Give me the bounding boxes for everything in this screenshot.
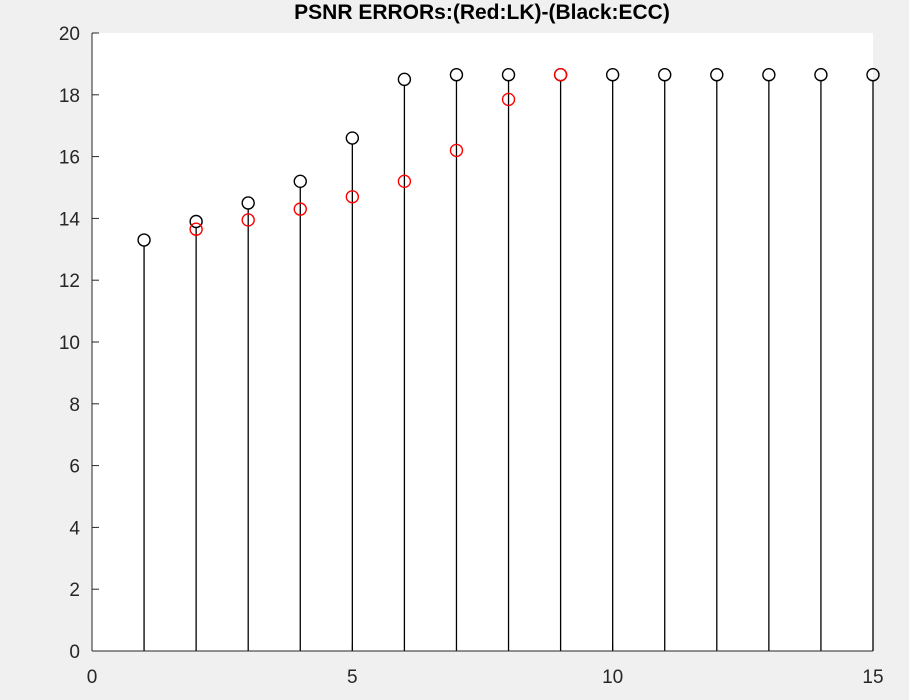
data-point-marker — [762, 68, 776, 82]
data-point-marker — [397, 174, 412, 189]
plot-area — [92, 33, 873, 651]
y-tick-label: 20 — [59, 24, 80, 45]
stem-lines — [143, 80, 874, 651]
data-point-marker — [137, 233, 151, 247]
x-tick-label: 0 — [87, 667, 98, 688]
y-tick-label: 6 — [69, 457, 80, 478]
data-point-marker — [397, 72, 412, 87]
y-tick-label: 14 — [59, 209, 81, 230]
data-point-marker — [605, 68, 620, 82]
x-tick-label: 5 — [347, 667, 358, 688]
data-point-marker — [866, 68, 880, 82]
axis-ticks: 0 2 4 6 8 10 12 14 16 18 20 0 5 10 15 — [59, 24, 884, 688]
y-tick-label: 18 — [59, 86, 80, 107]
data-point-marker — [293, 202, 307, 216]
x-tick-label: 10 — [602, 667, 623, 688]
data-point-marker — [501, 68, 516, 82]
y-tick-label: 0 — [69, 642, 80, 663]
data-point-marker — [189, 222, 203, 236]
data-point-marker — [501, 92, 516, 107]
data-point-marker — [449, 68, 464, 82]
axes — [91, 33, 873, 652]
data-point-marker — [710, 68, 724, 82]
chart-title: PSNR ERRORs:(Red:LK)-(Black:ECC) — [294, 1, 670, 24]
data-point-marker — [241, 213, 255, 227]
y-tick-label: 12 — [59, 271, 80, 292]
y-tick-label: 10 — [59, 333, 80, 354]
y-tick-label: 4 — [69, 518, 80, 539]
data-point-marker — [553, 68, 568, 82]
y-tick-label: 8 — [69, 395, 80, 416]
x-tick-label: 15 — [862, 667, 883, 688]
data-markers — [137, 68, 880, 247]
data-point-marker — [293, 174, 307, 189]
data-point-marker — [241, 196, 255, 210]
data-point-marker — [345, 131, 360, 145]
data-point-marker — [449, 143, 464, 158]
data-point-marker — [189, 214, 203, 229]
data-point-marker — [814, 68, 828, 82]
y-tick-label: 2 — [69, 580, 80, 601]
y-tick-label: 16 — [59, 148, 80, 169]
data-point-marker — [658, 68, 672, 82]
data-point-marker — [345, 190, 360, 204]
